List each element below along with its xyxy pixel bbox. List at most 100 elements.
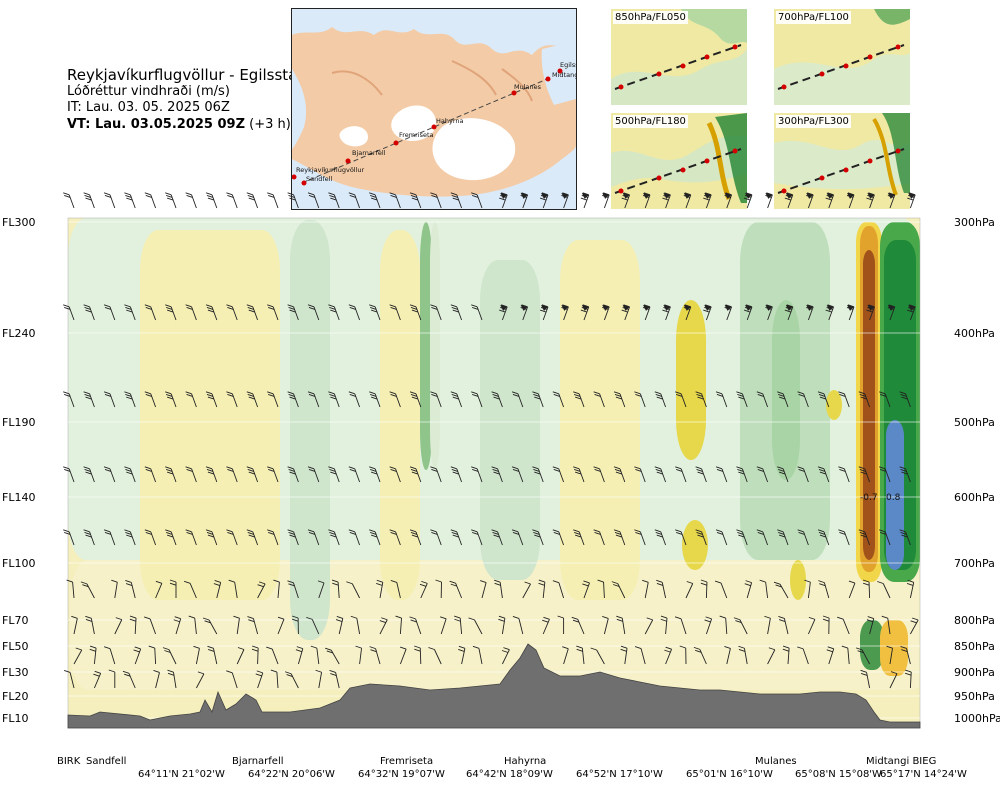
thumbnail-300hpa[interactable]: 300hPa/FL300 xyxy=(774,113,910,209)
wind-barb xyxy=(450,466,463,483)
wind-barb xyxy=(430,466,442,483)
wind-barb xyxy=(409,616,422,635)
wind-barb xyxy=(542,616,550,635)
wind-barb xyxy=(777,529,789,546)
waypoint-label: Fremriseta xyxy=(380,756,433,767)
wind-barb xyxy=(700,579,708,599)
wind-barb xyxy=(114,617,123,635)
wind-barb xyxy=(369,192,381,209)
wind-barb xyxy=(552,466,565,483)
wind-barb xyxy=(887,192,896,209)
wind-barb xyxy=(165,391,177,408)
wind-barb xyxy=(291,615,299,635)
wind-barb xyxy=(817,529,830,546)
wind-barb xyxy=(430,391,442,408)
flight-level-label: FL10 xyxy=(2,712,28,725)
wind-barb xyxy=(899,529,911,546)
wind-barb xyxy=(887,304,896,321)
wind-barb xyxy=(724,304,733,321)
wind-barb xyxy=(270,669,279,689)
wind-barb xyxy=(471,304,483,321)
valid-time-bold: VT: Lau. 03.05.2025 09Z xyxy=(67,117,246,132)
wind-barb xyxy=(573,529,585,546)
wind-barb xyxy=(756,391,769,408)
field-region-14 xyxy=(826,390,842,420)
wind-barb xyxy=(693,646,707,665)
thumbnail-700hpa-label: 700hPa/FL100 xyxy=(776,11,851,24)
wind-barb xyxy=(307,304,320,321)
wind-barb xyxy=(662,192,671,209)
coordinate-label: 65°17'N 14°24'W xyxy=(880,769,967,780)
wind-barb xyxy=(63,466,75,483)
map-glacier-west xyxy=(339,126,368,147)
field-region-4 xyxy=(560,240,640,600)
wind-barb xyxy=(491,466,503,483)
wind-barb xyxy=(695,529,707,546)
wind-barb xyxy=(124,304,136,321)
pressure-level-label: 700hPa xyxy=(954,557,995,570)
wind-barb xyxy=(348,304,361,321)
wind-barb xyxy=(756,466,769,483)
wind-barb xyxy=(736,391,748,408)
wind-barb xyxy=(736,466,748,483)
wind-barb xyxy=(193,645,200,665)
wind-barb xyxy=(715,529,728,546)
wind-barb xyxy=(133,646,142,665)
wind-barb xyxy=(675,466,687,483)
thumbnail-700hpa[interactable]: 700hPa/FL100 xyxy=(774,9,910,105)
wind-barb xyxy=(287,391,299,408)
extreme-value-annotation: -0.7 xyxy=(860,493,878,503)
thumbnail-500hpa[interactable]: 500hPa/FL180 xyxy=(611,113,747,209)
wind-barb xyxy=(642,192,651,209)
wind-barb xyxy=(522,581,531,599)
wind-barb xyxy=(389,304,401,321)
wind-barb xyxy=(273,579,280,599)
wind-barb xyxy=(414,645,422,665)
wind-barb xyxy=(602,192,610,209)
waypoint-label: Midtangi BIEG xyxy=(866,756,936,767)
wind-barb xyxy=(226,391,238,408)
map-label-fremriseta: Fremriseta xyxy=(399,131,434,139)
wind-barb xyxy=(838,529,850,546)
wind-barb xyxy=(287,304,299,321)
wind-barb xyxy=(63,670,75,689)
wind-barb xyxy=(532,529,544,546)
field-contours xyxy=(68,218,920,690)
wind-barb xyxy=(767,647,776,665)
wind-barb xyxy=(246,391,259,408)
wind-barb xyxy=(348,391,361,408)
parameter-subtitle: Lóðréttur vindhraði (m/s) xyxy=(67,84,230,99)
thumbnail-850hpa[interactable]: 850hPa/FL050 xyxy=(611,9,747,105)
wind-barb xyxy=(797,529,809,546)
wind-barb xyxy=(153,670,160,689)
wind-barb xyxy=(267,192,279,209)
wind-barb xyxy=(348,529,361,546)
field-region-10 xyxy=(772,300,800,480)
wind-barb xyxy=(267,304,279,321)
wind-barb xyxy=(773,581,789,599)
wind-barb xyxy=(430,529,442,546)
map-glacier-vatnajokull xyxy=(432,118,516,181)
wind-barb xyxy=(593,529,605,546)
wind-barb xyxy=(267,391,279,408)
valid-time-offset: (+3 h) xyxy=(249,117,291,132)
wind-barb xyxy=(784,192,794,209)
wind-barb xyxy=(743,304,753,321)
wind-barb xyxy=(143,616,157,635)
wind-barb xyxy=(167,669,177,689)
wind-barb xyxy=(287,580,299,599)
wind-barb xyxy=(907,192,916,209)
flight-level-label: FL300 xyxy=(2,216,35,229)
route-map: Egilss Midtang Mulanes Hahyrna Fremriset… xyxy=(291,8,577,210)
wind-barb xyxy=(409,466,422,483)
pressure-level-label: 1000hPa xyxy=(954,712,1000,725)
flight-level-label: FL140 xyxy=(2,491,35,504)
wind-barb xyxy=(512,616,524,635)
wind-barb xyxy=(450,529,463,546)
wind-barb xyxy=(472,645,483,665)
pressure-level-label: 500hPa xyxy=(954,416,995,429)
field-region-7 xyxy=(290,220,330,640)
wind-barb xyxy=(390,579,401,599)
wind-barb xyxy=(910,617,919,635)
wind-barb xyxy=(458,645,466,665)
